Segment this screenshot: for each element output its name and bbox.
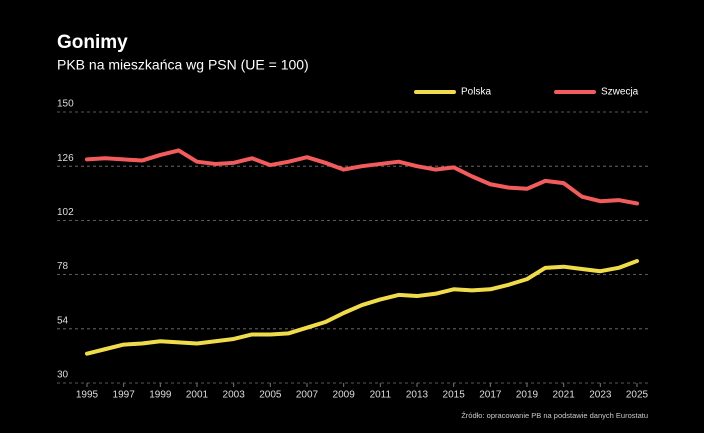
y-tick-label: 78 (57, 261, 69, 272)
x-tick-label: 2011 (370, 390, 392, 401)
legend-label: Szwecja (601, 87, 639, 98)
x-tick-label: 1999 (149, 390, 172, 401)
x-tick-label: 2021 (553, 390, 576, 401)
legend-label: Polska (461, 87, 491, 98)
x-tick-label: 2023 (589, 390, 612, 401)
y-tick-label: 126 (57, 153, 74, 164)
x-tick-label: 2025 (626, 390, 649, 401)
x-tick-label: 2001 (186, 390, 209, 401)
x-tick-label: 2007 (296, 390, 319, 401)
x-tick-label: 2015 (443, 390, 466, 401)
x-tick-label: 2017 (479, 390, 502, 401)
x-tick-label: 2005 (259, 390, 282, 401)
x-tick-label: 2009 (333, 390, 356, 401)
y-tick-label: 102 (57, 207, 74, 218)
series-line (85, 148, 639, 206)
y-tick-label: 150 (57, 99, 74, 110)
y-tick-label: 30 (57, 370, 69, 381)
x-tick-label: 2013 (406, 390, 429, 401)
y-tick-label: 54 (57, 315, 69, 326)
chart-title: Gonimy (57, 32, 128, 53)
x-tick-label: 2003 (223, 390, 246, 401)
chart-subtitle: PKB na mieszkańca wg PSN (UE = 100) (57, 57, 309, 73)
series-line (85, 259, 639, 356)
x-tick-label: 1997 (113, 390, 136, 401)
x-tick-label: 2019 (516, 390, 539, 401)
x-tick-label: 1995 (76, 390, 99, 401)
source-note: Źródło: opracowanie PB na podstawie dany… (461, 411, 648, 420)
